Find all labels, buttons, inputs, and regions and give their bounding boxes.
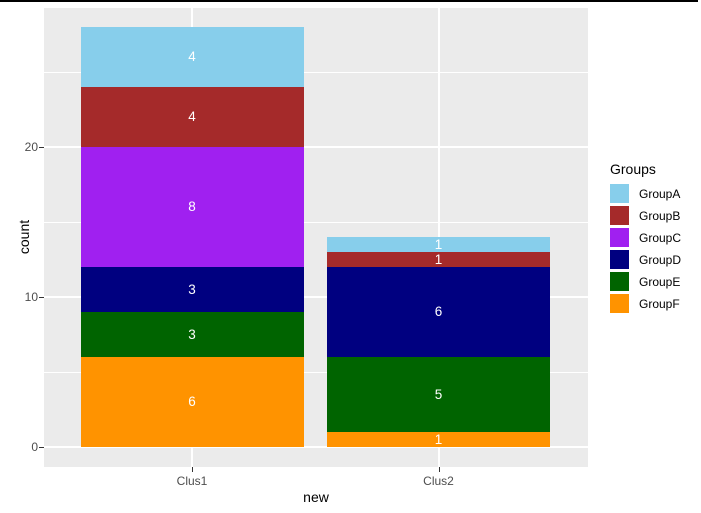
bar-segment-Clus1-GroupD: 3 [80,267,304,312]
bar-value-label: 3 [188,327,196,342]
legend-item-GroupB: GroupB [610,206,681,225]
legend-item-GroupA: GroupA [610,184,681,203]
bar-segment-Clus2-GroupD: 6 [327,267,550,357]
bar-value-label: 3 [188,282,196,297]
y-tick-label-10: 10 [24,290,38,304]
legend-label-GroupD: GroupD [639,252,682,267]
legend-swatch-GroupD [610,250,629,269]
legend-item-GroupC: GroupC [610,228,681,247]
x-tick-label-Clus1: Clus1 [176,474,208,488]
legend: Groups GroupA GroupB GroupC GroupD GroupE Gro… [610,161,681,316]
legend-items: GroupA GroupB GroupC GroupD GroupE GroupF [610,184,681,313]
bar-segment-Clus1-GroupC: 8 [80,147,304,267]
legend-item-GroupE: GroupE [610,272,681,291]
y-tick-mark-0 [39,447,44,448]
bar-value-label: 5 [434,387,443,402]
gridline-minor-y5 [44,372,588,373]
x-tick-label-Clus2: Clus2 [423,474,454,488]
legend-label-GroupA: GroupA [639,186,681,201]
bar-segment-Clus1-GroupB: 4 [80,87,304,147]
bar-segment-Clus1-GroupA: 4 [80,27,304,87]
bar-segment-Clus2-GroupE: 5 [327,357,550,432]
legend-label-GroupF: GroupF [639,296,680,311]
legend-swatch-GroupC [610,228,629,247]
legend-label-GroupC: GroupC [639,230,682,245]
legend-swatch-GroupA [610,184,629,203]
bar-value-label: 8 [188,199,196,214]
window-border-top [0,0,698,2]
legend-title: Groups [610,161,656,177]
legend-label-GroupE: GroupE [639,274,681,289]
y-tick-label-20: 20 [24,140,38,154]
bar-segment-Clus2-GroupB: 1 [327,252,550,267]
bar-value-label: 4 [188,109,196,124]
bar-segment-Clus1-GroupE: 3 [80,312,304,357]
legend-swatch-GroupE [610,272,629,291]
gridline-major-y10 [44,296,588,298]
legend-label-GroupB: GroupB [639,208,681,223]
bar-value-label: 1 [434,252,443,267]
bar-value-label: 1 [434,432,443,447]
bar-segment-Clus2-GroupA: 1 [327,237,550,252]
legend-item-GroupD: GroupD [610,250,681,269]
bar-value-label: 6 [434,304,443,319]
x-tick-mark-Clus2 [438,467,440,472]
y-axis-title: count [16,219,32,255]
y-tick-label-0: 0 [31,440,38,454]
gridline-minor-y15 [44,222,588,223]
bar-segment-Clus1-GroupF: 6 [80,357,304,447]
y-tick-mark-20 [39,147,44,148]
gridline-major-y20 [44,146,588,148]
gridline-major-y0 [44,446,588,448]
x-axis-title: new [303,489,329,505]
legend-item-GroupF: GroupF [610,294,681,313]
bar-value-label: 6 [188,394,196,409]
legend-swatch-GroupB [610,206,629,225]
gridline-minor-y25 [44,72,588,73]
x-tick-mark-Clus1 [192,467,193,472]
y-tick-mark-10 [39,297,44,298]
legend-swatch-GroupF [610,294,629,313]
bar-value-label: 4 [188,49,196,64]
bar-value-label: 1 [434,237,443,252]
bar-segment-Clus2-GroupF: 1 [327,432,550,447]
